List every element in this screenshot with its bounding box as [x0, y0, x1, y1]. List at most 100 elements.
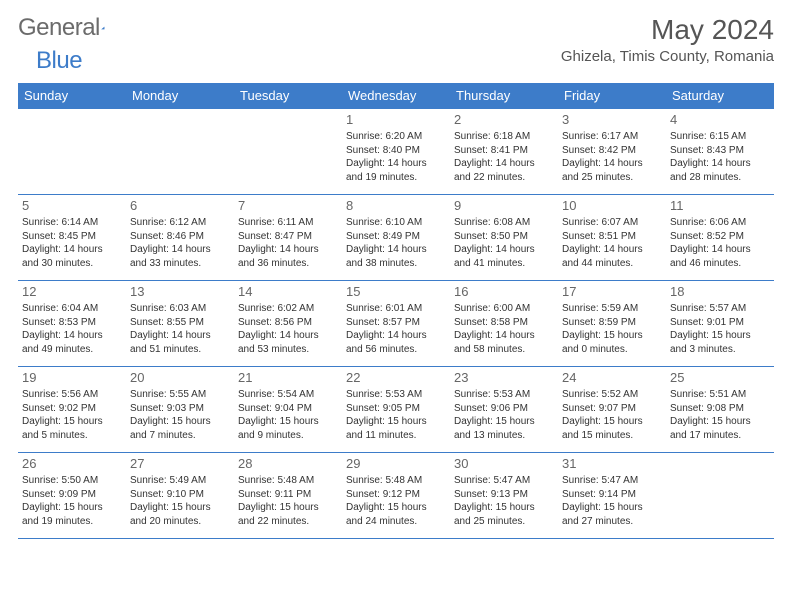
day-number: 3: [562, 112, 662, 127]
day-detail: Sunrise: 6:07 AMSunset: 8:51 PMDaylight:…: [562, 216, 662, 270]
day-number: 10: [562, 198, 662, 213]
calendar-day-cell: 7 Sunrise: 6:11 AMSunset: 8:47 PMDaylight…: [234, 195, 342, 281]
day-detail: Sunrise: 6:12 AMSunset: 8:46 PMDaylight:…: [130, 216, 230, 270]
day-detail: Sunrise: 5:49 AMSunset: 9:10 PMDaylight:…: [130, 474, 230, 528]
day-detail: Sunrise: 5:59 AMSunset: 8:59 PMDaylight:…: [562, 302, 662, 356]
day-detail: Sunrise: 6:06 AMSunset: 8:52 PMDaylight:…: [670, 216, 770, 270]
month-title: May 2024: [561, 14, 774, 46]
day-number: 11: [670, 198, 770, 213]
day-number: 22: [346, 370, 446, 385]
day-detail: Sunrise: 6:20 AMSunset: 8:40 PMDaylight:…: [346, 130, 446, 184]
weekday-header: Tuesday: [234, 83, 342, 109]
day-number: 26: [22, 456, 122, 471]
location: Ghizela, Timis County, Romania: [561, 48, 774, 65]
day-detail: Sunrise: 5:57 AMSunset: 9:01 PMDaylight:…: [670, 302, 770, 356]
calendar-day-cell: 11 Sunrise: 6:06 AMSunset: 8:52 PMDayligh…: [666, 195, 774, 281]
day-number: 8: [346, 198, 446, 213]
day-number: 5: [22, 198, 122, 213]
day-number: 19: [22, 370, 122, 385]
calendar-day-cell: 10 Sunrise: 6:07 AMSunset: 8:51 PMDayligh…: [558, 195, 666, 281]
day-number: 23: [454, 370, 554, 385]
day-number: 31: [562, 456, 662, 471]
calendar-day-cell: 23Sunrise: 5:53 AMSunset: 9:06 PMDayligh…: [450, 367, 558, 453]
day-detail: Sunrise: 6:01 AMSunset: 8:57 PMDaylight:…: [346, 302, 446, 356]
day-number: 9: [454, 198, 554, 213]
day-detail: Sunrise: 5:47 AMSunset: 9:14 PMDaylight:…: [562, 474, 662, 528]
day-number: 16: [454, 284, 554, 299]
calendar-day-cell: 28 Sunrise: 5:48 AMSunset: 9:11 PMDayligh…: [234, 453, 342, 539]
day-number: 20: [130, 370, 230, 385]
calendar-week-row: 26 Sunrise: 5:50 AMSunset: 9:09 PMDayligh…: [18, 453, 774, 539]
day-detail: Sunrise: 6:03 AMSunset: 8:55 PMDaylight:…: [130, 302, 230, 356]
calendar-day-cell: 4Sunrise: 6:15 AMSunset: 8:43 PMDaylight…: [666, 109, 774, 195]
day-number: 6: [130, 198, 230, 213]
calendar-week-row: 19 Sunrise: 5:56 AMSunset: 9:02 PMDayligh…: [18, 367, 774, 453]
calendar-day-cell: 9Sunrise: 6:08 AMSunset: 8:50 PMDaylight…: [450, 195, 558, 281]
day-detail: Sunrise: 5:55 AMSunset: 9:03 PMDaylight:…: [130, 388, 230, 442]
calendar-day-cell: 22 Sunrise: 5:53 AMSunset: 9:05 PMDayligh…: [342, 367, 450, 453]
day-number: 24: [562, 370, 662, 385]
day-detail: Sunrise: 6:02 AMSunset: 8:56 PMDaylight:…: [238, 302, 338, 356]
calendar-day-cell: 17Sunrise: 5:59 AMSunset: 8:59 PMDayligh…: [558, 281, 666, 367]
calendar-day-cell: 30 Sunrise: 5:47 AMSunset: 9:13 PMDayligh…: [450, 453, 558, 539]
day-number: 7: [238, 198, 338, 213]
calendar-week-row: 1 Sunrise: 6:20 AMSunset: 8:40 PMDaylight…: [18, 109, 774, 195]
logo-triangle-icon: [101, 18, 105, 38]
day-detail: Sunrise: 5:50 AMSunset: 9:09 PMDaylight:…: [22, 474, 122, 528]
day-number: 28: [238, 456, 338, 471]
title-block: May 2024 Ghizela, Timis County, Romania: [561, 14, 774, 65]
day-detail: Sunrise: 5:48 AMSunset: 9:11 PMDaylight:…: [238, 474, 338, 528]
calendar-day-cell: 14 Sunrise: 6:02 AMSunset: 8:56 PMDayligh…: [234, 281, 342, 367]
day-detail: Sunrise: 5:51 AMSunset: 9:08 PMDaylight:…: [670, 388, 770, 442]
calendar-day-cell: [126, 109, 234, 195]
day-number: 14: [238, 284, 338, 299]
weekday-header: Wednesday: [342, 83, 450, 109]
day-number: 15: [346, 284, 446, 299]
calendar-day-cell: 12 Sunrise: 6:04 AMSunset: 8:53 PMDayligh…: [18, 281, 126, 367]
calendar-day-cell: 5 Sunrise: 6:14 AMSunset: 8:45 PMDaylight…: [18, 195, 126, 281]
calendar-day-cell: 26 Sunrise: 5:50 AMSunset: 9:09 PMDayligh…: [18, 453, 126, 539]
calendar-day-cell: [666, 453, 774, 539]
calendar-day-cell: 1 Sunrise: 6:20 AMSunset: 8:40 PMDaylight…: [342, 109, 450, 195]
calendar-head: SundayMondayTuesdayWednesdayThursdayFrid…: [18, 83, 774, 109]
calendar-day-cell: 3Sunrise: 6:17 AMSunset: 8:42 PMDaylight…: [558, 109, 666, 195]
calendar-day-cell: [18, 109, 126, 195]
calendar-day-cell: 20 Sunrise: 5:55 AMSunset: 9:03 PMDayligh…: [126, 367, 234, 453]
calendar-day-cell: 29 Sunrise: 5:48 AMSunset: 9:12 PMDayligh…: [342, 453, 450, 539]
day-detail: Sunrise: 6:04 AMSunset: 8:53 PMDaylight:…: [22, 302, 122, 356]
day-number: 13: [130, 284, 230, 299]
day-number: 29: [346, 456, 446, 471]
calendar-day-cell: 19 Sunrise: 5:56 AMSunset: 9:02 PMDayligh…: [18, 367, 126, 453]
day-detail: Sunrise: 5:47 AMSunset: 9:13 PMDaylight:…: [454, 474, 554, 528]
calendar-body: 1 Sunrise: 6:20 AMSunset: 8:40 PMDaylight…: [18, 109, 774, 539]
weekday-header: Saturday: [666, 83, 774, 109]
calendar-day-cell: 2Sunrise: 6:18 AMSunset: 8:41 PMDaylight…: [450, 109, 558, 195]
day-number: 30: [454, 456, 554, 471]
day-detail: Sunrise: 5:56 AMSunset: 9:02 PMDaylight:…: [22, 388, 122, 442]
day-detail: Sunrise: 6:10 AMSunset: 8:49 PMDaylight:…: [346, 216, 446, 270]
day-number: 12: [22, 284, 122, 299]
day-detail: Sunrise: 6:11 AMSunset: 8:47 PMDaylight:…: [238, 216, 338, 270]
day-detail: Sunrise: 5:53 AMSunset: 9:05 PMDaylight:…: [346, 388, 446, 442]
weekday-row: SundayMondayTuesdayWednesdayThursdayFrid…: [18, 83, 774, 109]
calendar-day-cell: 18Sunrise: 5:57 AMSunset: 9:01 PMDayligh…: [666, 281, 774, 367]
weekday-header: Sunday: [18, 83, 126, 109]
calendar-day-cell: 24 Sunrise: 5:52 AMSunset: 9:07 PMDayligh…: [558, 367, 666, 453]
day-number: 4: [670, 112, 770, 127]
calendar-day-cell: 13 Sunrise: 6:03 AMSunset: 8:55 PMDayligh…: [126, 281, 234, 367]
calendar-week-row: 12 Sunrise: 6:04 AMSunset: 8:53 PMDayligh…: [18, 281, 774, 367]
logo-text-general: General: [18, 14, 100, 42]
calendar-day-cell: 25Sunrise: 5:51 AMSunset: 9:08 PMDayligh…: [666, 367, 774, 453]
weekday-header: Monday: [126, 83, 234, 109]
day-number: 21: [238, 370, 338, 385]
calendar-day-cell: 31 Sunrise: 5:47 AMSunset: 9:14 PMDayligh…: [558, 453, 666, 539]
day-detail: Sunrise: 5:52 AMSunset: 9:07 PMDaylight:…: [562, 388, 662, 442]
calendar-day-cell: [234, 109, 342, 195]
day-number: 2: [454, 112, 554, 127]
logo-text-blue: Blue: [36, 47, 82, 74]
day-number: 1: [346, 112, 446, 127]
day-detail: Sunrise: 5:48 AMSunset: 9:12 PMDaylight:…: [346, 474, 446, 528]
calendar-day-cell: 16Sunrise: 6:00 AMSunset: 8:58 PMDayligh…: [450, 281, 558, 367]
calendar-day-cell: 21Sunrise: 5:54 AMSunset: 9:04 PMDayligh…: [234, 367, 342, 453]
day-detail: Sunrise: 6:14 AMSunset: 8:45 PMDaylight:…: [22, 216, 122, 270]
